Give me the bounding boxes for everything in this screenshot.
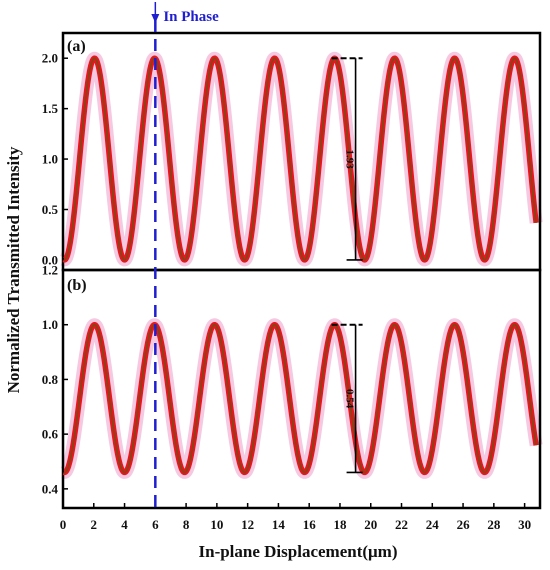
x-tick-label: 12 <box>241 517 254 532</box>
x-tick-label: 10 <box>210 517 223 532</box>
x-tick-label: 24 <box>426 517 440 532</box>
y-tick-label: 0.4 <box>42 481 59 496</box>
x-tick-label: 14 <box>272 517 286 532</box>
y-tick-label: 1.0 <box>42 152 58 167</box>
y-tick-label: 0.0 <box>42 252 58 267</box>
x-tick-label: 28 <box>487 517 501 532</box>
y-tick-label: 1.2 <box>42 263 58 278</box>
y-tick-label: 1.5 <box>42 101 59 116</box>
panel-b-curve <box>61 321 539 476</box>
x-ticks: 0 2 4 6 8 10 12 14 16 18 20 22 24 26 28 30 <box>60 503 531 532</box>
x-tick-label: 2 <box>91 517 98 532</box>
panel-a-label: (a) <box>67 38 86 55</box>
panel-b-annotation: 0.54 <box>331 323 363 474</box>
y-tick-label: 0.5 <box>42 202 59 217</box>
x-tick-label: 6 <box>152 517 159 532</box>
panel-a-annotation: 1.93 <box>331 57 363 261</box>
x-tick-label: 30 <box>518 517 531 532</box>
x-tick-label: 18 <box>333 517 347 532</box>
x-tick-label: 22 <box>395 517 408 532</box>
in-phase-arrowhead <box>151 14 160 23</box>
intensity-line-core <box>63 323 537 474</box>
in-phase-label: In Phase <box>163 9 219 25</box>
panel-a-curve <box>61 55 539 263</box>
annotation-value: 0.54 <box>344 389 356 409</box>
x-tick-label: 16 <box>303 517 317 532</box>
panel-b-label: (b) <box>67 277 87 294</box>
x-tick-label: 26 <box>457 517 471 532</box>
y-tick-label: 2.0 <box>42 51 58 66</box>
y-tick-label: 0.8 <box>42 372 59 387</box>
x-tick-label: 20 <box>364 517 377 532</box>
y-axis-title: Normalized Transmitted Intensity <box>4 146 23 393</box>
panel-b-y-ticks: 0.4 0.6 0.8 1.0 1.2 <box>42 263 68 496</box>
annotation-value: 1.93 <box>344 149 356 169</box>
x-axis-title: In-plane Displacement(μm) <box>199 542 398 561</box>
panel-b-frame <box>61 268 542 510</box>
x-tick-label: 4 <box>121 517 128 532</box>
y-tick-label: 1.0 <box>42 317 58 332</box>
x-tick-label: 0 <box>60 517 67 532</box>
x-tick-label: 8 <box>183 517 190 532</box>
intensity-line-core <box>63 57 537 261</box>
y-tick-label: 0.6 <box>42 427 59 442</box>
